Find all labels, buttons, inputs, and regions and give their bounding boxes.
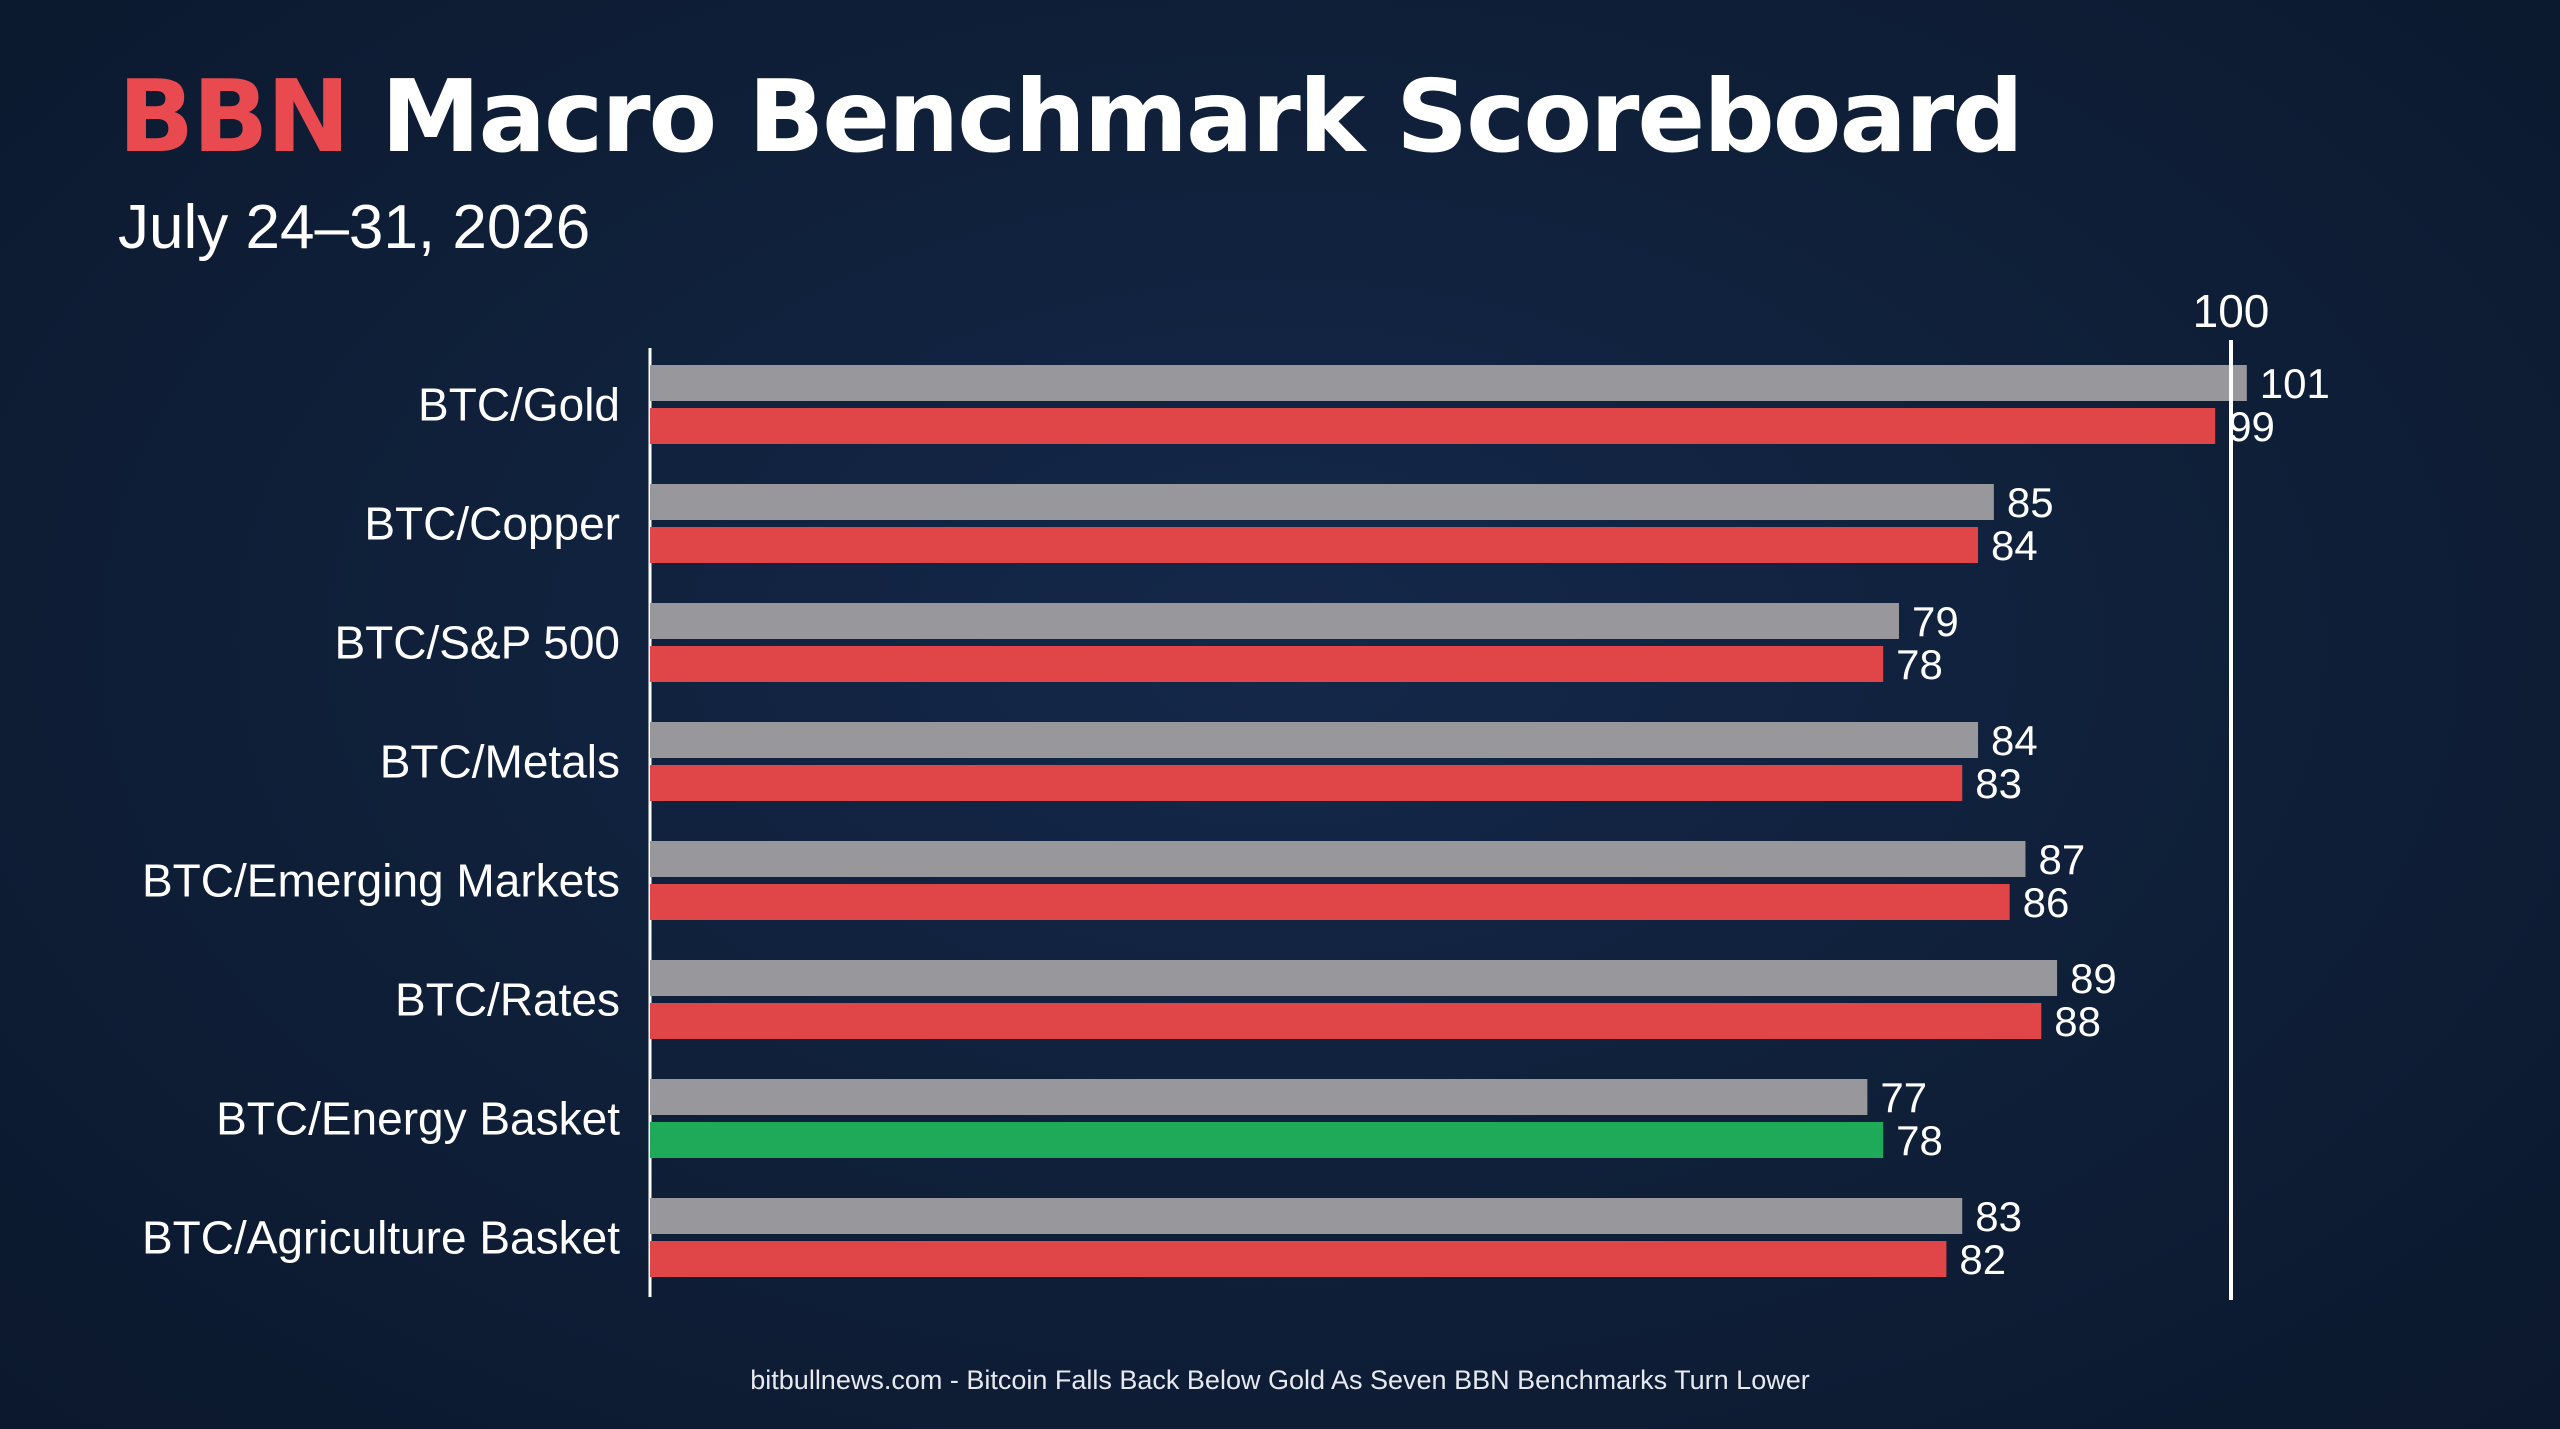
bar-current — [650, 884, 2010, 920]
bar-current — [650, 408, 2216, 444]
bar-current — [650, 765, 1963, 801]
chart-subtitle: July 24–31, 2026 — [118, 193, 591, 262]
bar-current — [650, 1241, 1947, 1277]
data-label-previous: 77 — [1880, 1074, 1927, 1121]
data-label-previous: 79 — [1912, 598, 1959, 645]
chart-title: BBN Macro Benchmark Scoreboard — [118, 52, 2024, 182]
bar-previous — [650, 1079, 1868, 1115]
data-label-previous: 83 — [1975, 1193, 2022, 1240]
bar-previous — [650, 365, 2247, 401]
category-label: BTC/Gold — [418, 379, 620, 431]
data-label-current: 82 — [1959, 1236, 2006, 1283]
category-label: BTC/Agriculture Basket — [142, 1212, 620, 1264]
data-label-previous: 87 — [2038, 836, 2085, 883]
data-label-previous: 85 — [2007, 479, 2054, 526]
data-label-previous: 84 — [1991, 717, 2038, 764]
category-label: BTC/Emerging Markets — [142, 855, 620, 907]
data-label-previous: 101 — [2260, 360, 2330, 407]
data-label-current: 88 — [2054, 998, 2101, 1045]
data-label-current: 83 — [1975, 760, 2022, 807]
title-text: Macro Benchmark Scoreboard — [380, 58, 2024, 175]
bar-previous — [650, 484, 1994, 520]
bar-previous — [650, 960, 2058, 996]
bar-previous — [650, 1198, 1963, 1234]
title-brand: BBN — [118, 58, 350, 175]
category-label: BTC/Copper — [364, 498, 620, 550]
bar-current — [650, 1003, 2042, 1039]
bar-current — [650, 1122, 1884, 1158]
bar-previous — [650, 841, 2026, 877]
data-label-current: 84 — [1991, 522, 2038, 569]
data-label-current: 78 — [1896, 641, 1943, 688]
bar-previous — [650, 603, 1899, 639]
category-label: BTC/S&P 500 — [334, 617, 620, 669]
data-label-current: 78 — [1896, 1117, 1943, 1164]
footer-source: bitbullnews.com - Bitcoin Falls Back Bel… — [750, 1365, 1810, 1395]
data-label-previous: 89 — [2070, 955, 2117, 1002]
category-label: BTC/Energy Basket — [216, 1093, 620, 1145]
bar-previous — [650, 722, 1979, 758]
data-label-current: 86 — [2023, 879, 2070, 926]
data-label-current: 99 — [2228, 403, 2275, 450]
reference-line-label: 100 — [2193, 285, 2270, 337]
bar-current — [650, 646, 1884, 682]
category-label: BTC/Rates — [395, 974, 620, 1026]
category-label: BTC/Metals — [380, 736, 620, 788]
bar-current — [650, 527, 1979, 563]
